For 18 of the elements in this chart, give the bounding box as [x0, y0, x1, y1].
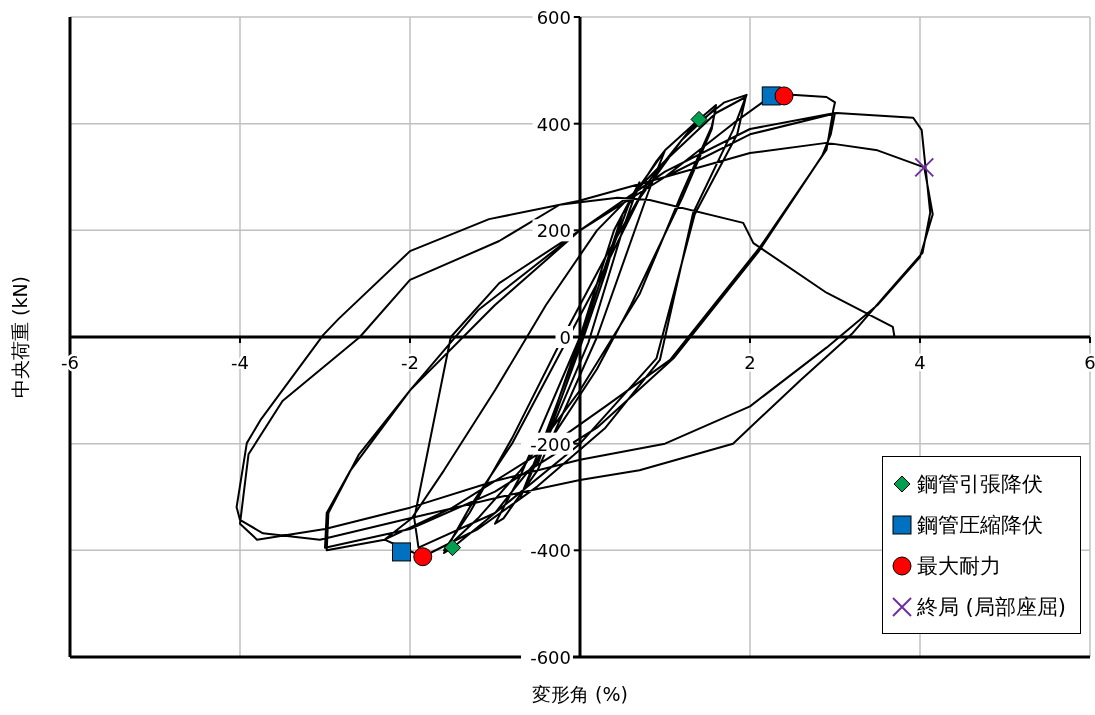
x-tick-label: 6 — [1084, 352, 1095, 373]
y-tick-label: -200 — [530, 433, 571, 455]
x-tick-label: 4 — [914, 352, 926, 373]
y-tick-label: -600 — [530, 647, 571, 668]
legend-label: 鋼管引張降伏 — [916, 470, 1043, 498]
y-axis-title: 中央荷重 (kN) — [8, 275, 31, 399]
y-tick-label: 400 — [536, 113, 571, 135]
x-axis-title: 変形角 (%) — [532, 683, 628, 705]
x-tick-label: -4 — [231, 352, 249, 373]
y-tick-label: -400 — [530, 540, 571, 562]
x-tick-label: 2 — [744, 352, 756, 373]
x-tick-label: -2 — [401, 352, 419, 373]
legend-label: 終局 (局部座屈) — [916, 593, 1066, 621]
legend-label: 鋼管圧縮降伏 — [916, 511, 1043, 539]
y-tick-label: 200 — [536, 220, 571, 242]
legend-label: 最大耐力 — [916, 552, 1001, 580]
y-tick-label: 0 — [559, 327, 571, 348]
y-tick-label: 600 — [536, 7, 571, 28]
